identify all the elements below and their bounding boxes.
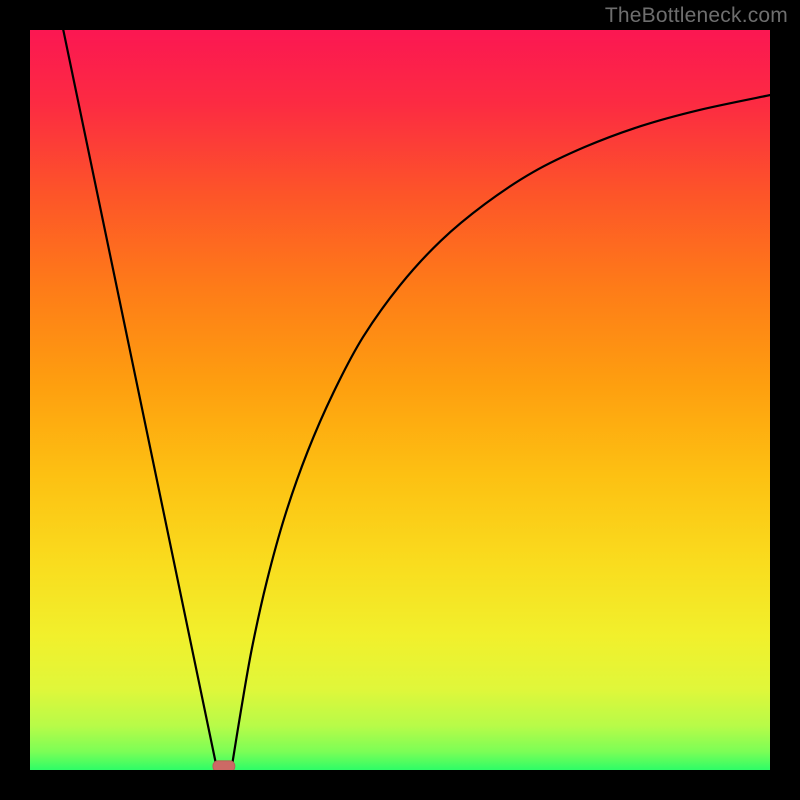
- bottleneck-chart: [0, 0, 800, 800]
- watermark-label: TheBottleneck.com: [605, 4, 788, 28]
- chart-container: TheBottleneck.com: [0, 0, 800, 800]
